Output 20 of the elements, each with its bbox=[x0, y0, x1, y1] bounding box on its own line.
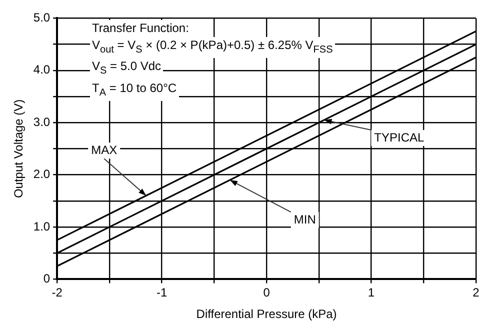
y-tick-label: 5.0 bbox=[33, 10, 50, 25]
annotation: V$_{out}$ = V$_{S}$ × (0.2 × P(kPa)+0.5) ± 6.25% V$_{FSS}$ bbox=[90, 37, 335, 58]
x-tick-label: 2 bbox=[472, 286, 480, 300]
y-tick-label: 0 bbox=[43, 272, 50, 286]
annotation: MAX bbox=[91, 142, 118, 157]
y-axis-title: Output Voltage (V) bbox=[12, 99, 26, 198]
x-tick-label: 0 bbox=[263, 286, 270, 300]
y-tick-label: 3.0 bbox=[33, 114, 50, 129]
x-tick-label: -2 bbox=[52, 286, 63, 300]
y-tick-label: 2.0 bbox=[33, 167, 50, 182]
x-axis-title: Differential Pressure (kPa) bbox=[196, 307, 337, 322]
annotation: V$_{S}$ = 5.0 Vdc bbox=[90, 58, 164, 80]
annotation: T$_{A}$ = 10 to 60°C bbox=[90, 80, 179, 102]
x-tick-label: 1 bbox=[368, 286, 375, 300]
annotation: TYPICAL bbox=[374, 130, 424, 144]
y-tick-label: 1.0 bbox=[33, 219, 50, 234]
x-tick-label: -1 bbox=[156, 286, 168, 300]
annotation: MIN bbox=[294, 212, 316, 226]
annotation: Transfer Function: bbox=[90, 20, 191, 37]
y-tick-label: 4.0 bbox=[33, 62, 50, 77]
